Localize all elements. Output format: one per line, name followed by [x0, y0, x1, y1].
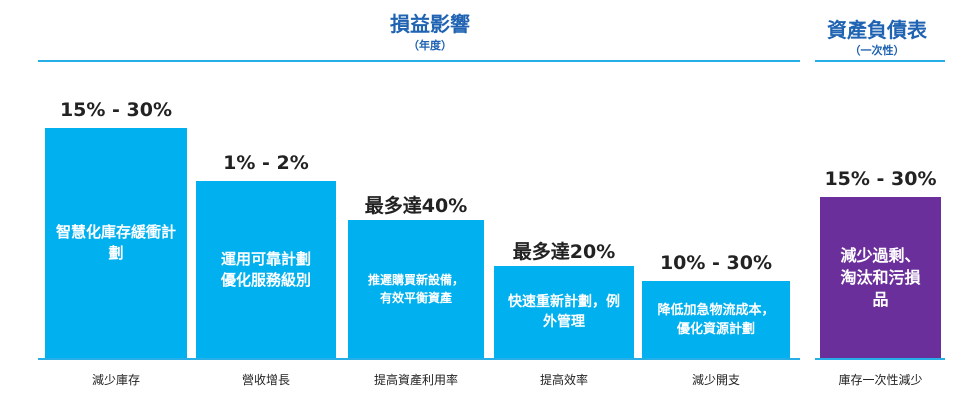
value-label-impact-3: 最多達40%	[364, 195, 468, 217]
impact-header-subtitle: （年度）	[408, 39, 452, 52]
impact-baseline	[38, 358, 800, 360]
value-label-impact-1: 15% - 30%	[59, 99, 173, 121]
impact-header-rule	[38, 60, 800, 62]
category-label-impact-2: 營收增長	[241, 373, 290, 387]
bar-impact-4: 快速重新計劃，例 外管理	[494, 266, 634, 358]
balance-header-rule	[815, 60, 945, 62]
value-label-impact-2: 1% - 2%	[223, 152, 309, 174]
bar-impact-2: 運用可靠計劃 優化服務級別	[196, 181, 336, 358]
category-label-impact-5: 減少開支	[691, 373, 740, 387]
impact-header-title: 損益影響	[390, 12, 470, 36]
bar-impact-3: 推遲購買新設備， 有效平衡資產	[348, 220, 484, 358]
bar-balance-1: 減少過剩、 淘汰和污損 品	[820, 197, 941, 358]
value-label-impact-4: 最多達20%	[512, 241, 616, 263]
value-label-impact-5: 10% - 30%	[659, 252, 773, 274]
category-label-impact-3: 提高資產利用率	[373, 373, 458, 387]
bar-impact-1: 智慧化庫存緩衝計劃	[45, 128, 187, 358]
balance-baseline	[815, 358, 945, 360]
category-label-impact-4: 提高效率	[539, 373, 588, 387]
category-label-balance-1: 庫存一次性減少	[838, 373, 923, 387]
bar-impact-5: 降低加急物流成本， 優化資源計劃	[642, 281, 790, 358]
balance-header-subtitle: （一次性）	[849, 44, 905, 57]
value-label-balance-1: 15% - 30%	[824, 168, 937, 190]
category-label-impact-1: 減少庫存	[91, 373, 140, 387]
balance-header-title: 資產負債表	[827, 18, 927, 42]
